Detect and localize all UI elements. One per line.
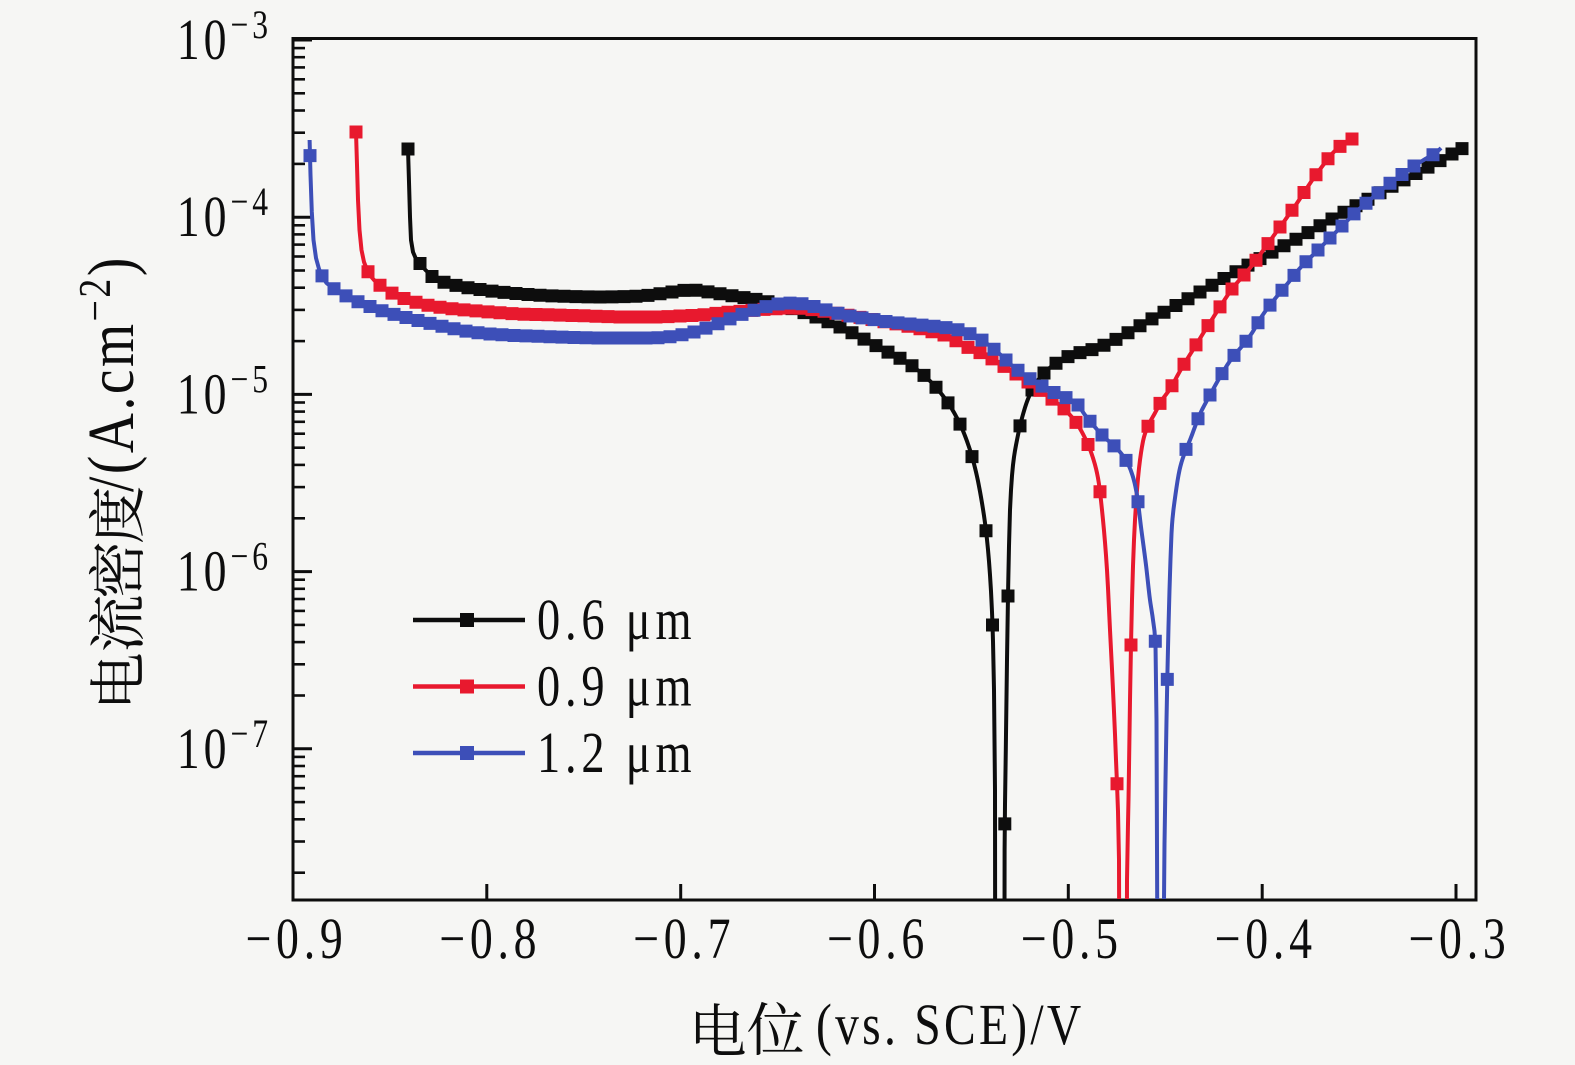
svg-text:1.2 μm: 1.2 μm	[537, 721, 696, 785]
svg-text:−0.4: −0.4	[1215, 907, 1317, 971]
svg-text:10−7: 10−7	[177, 711, 272, 781]
svg-text:−0.7: −0.7	[633, 907, 735, 971]
svg-text:0.9 μm: 0.9 μm	[537, 655, 696, 719]
svg-text:−0.9: −0.9	[245, 907, 347, 971]
svg-text:10−4: 10−4	[177, 180, 272, 250]
svg-text:(vs. SCE)/V: (vs. SCE)/V	[816, 994, 1085, 1057]
svg-text:0.6 μm: 0.6 μm	[537, 588, 696, 652]
svg-text:/(A.cm−2): /(A.cm−2)	[70, 255, 148, 492]
svg-text:−0.5: −0.5	[1021, 907, 1123, 971]
svg-text:−0.8: −0.8	[439, 907, 541, 971]
svg-text:10−6: 10−6	[177, 534, 272, 604]
svg-text:−0.6: −0.6	[827, 907, 929, 971]
svg-text:−0.3: −0.3	[1408, 907, 1510, 971]
